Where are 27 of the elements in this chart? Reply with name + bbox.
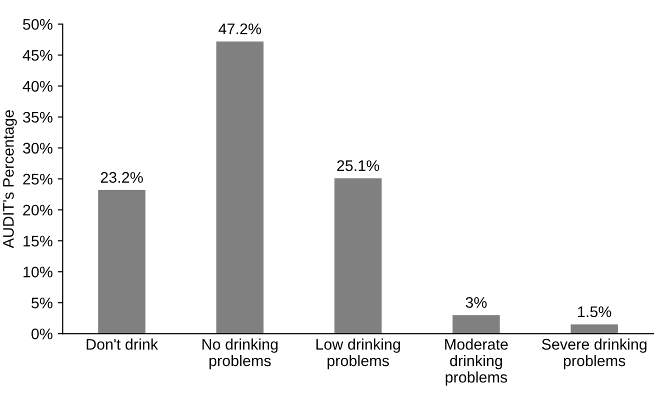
y-tick-label: 45% — [22, 50, 52, 61]
bar — [570, 324, 618, 334]
bar — [334, 178, 382, 334]
data-label: 23.2% — [100, 172, 143, 183]
x-tick-label: No drinking problems — [202, 338, 278, 370]
y-tick-label: 30% — [22, 142, 52, 154]
y-tick-label: 0% — [31, 328, 52, 340]
y-axis-title: AUDIT's Percentage — [3, 110, 17, 248]
x-tick-label: Moderate drinking problems — [445, 338, 508, 386]
y-tick-label: 50% — [23, 18, 52, 30]
x-tick-label: Severe drinking problems — [542, 338, 646, 370]
y-tick-label: 35% — [22, 112, 52, 123]
bar — [216, 41, 264, 334]
bar — [452, 315, 500, 334]
y-tick-label: 15% — [24, 236, 52, 246]
y-tick-label: 40% — [22, 80, 52, 92]
y-tick-label: 5% — [32, 298, 52, 308]
y-tick-label: 25% — [23, 174, 52, 185]
y-tick-label: 20% — [23, 204, 52, 216]
x-tick-label: Low drinking problems — [316, 338, 400, 370]
bar — [98, 190, 146, 334]
data-label: 47.2% — [218, 23, 262, 34]
data-label: 25.1% — [337, 160, 380, 172]
x-tick-label: Don't drink — [86, 338, 158, 350]
y-tick-label: 10% — [24, 266, 52, 278]
data-label: 3% — [466, 297, 487, 308]
data-label: 1.5% — [578, 306, 612, 318]
